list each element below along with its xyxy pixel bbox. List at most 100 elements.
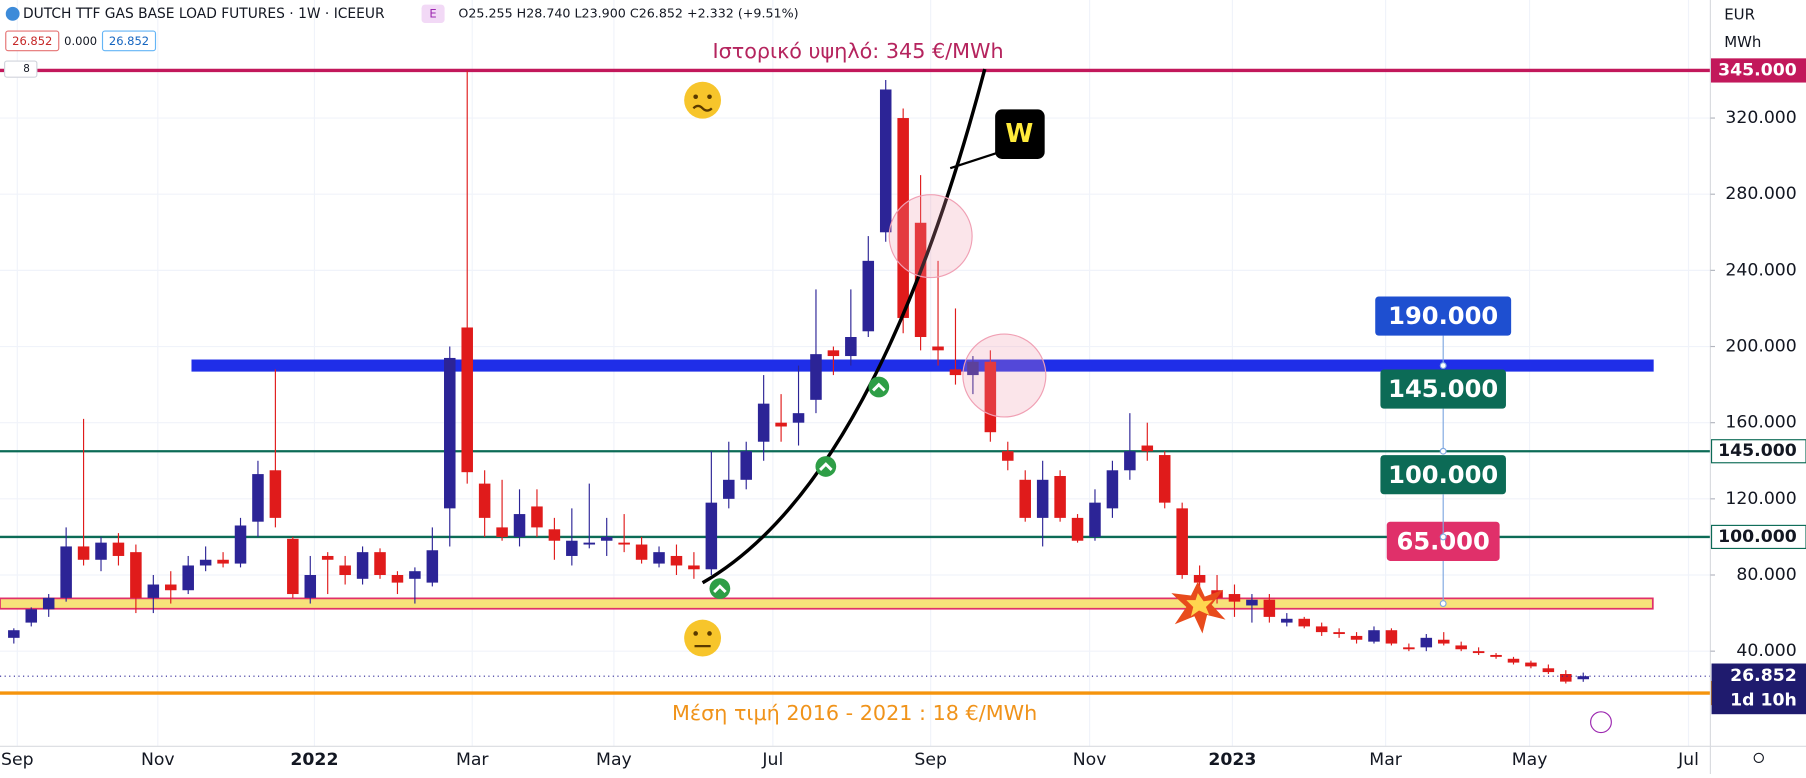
candle-body <box>199 559 212 566</box>
y-tick-label: 280.000 <box>1725 184 1796 204</box>
symbol-title: DUTCH TTF GAS BASE LOAD FUTURES · 1W · I… <box>23 6 385 22</box>
candle-body <box>600 536 613 541</box>
x-tick-label: Sep <box>1 750 34 770</box>
candle-body <box>1420 637 1433 648</box>
candle-body <box>723 479 735 499</box>
arrow-icon <box>868 376 890 398</box>
emoji <box>684 619 722 657</box>
level-label: 345.000 <box>1718 60 1797 80</box>
wave-label: W <box>1005 118 1033 148</box>
candle-body <box>792 413 805 423</box>
candle-body <box>182 565 194 591</box>
candle-body <box>217 559 229 564</box>
candle-body <box>1472 651 1485 654</box>
candle-body <box>879 89 892 233</box>
candle-body <box>1263 599 1276 617</box>
candle-body <box>827 350 840 357</box>
candle-body <box>1089 502 1101 537</box>
candle-body <box>618 542 630 545</box>
unit: EUR <box>1724 5 1755 23</box>
candle-body <box>810 354 822 400</box>
callout-box <box>1380 455 1506 495</box>
x-tick-label: May <box>596 750 632 770</box>
candle-body <box>1333 632 1345 635</box>
candle-body <box>635 544 648 560</box>
arrow-icon <box>709 578 731 599</box>
zone <box>191 359 1654 372</box>
x-tick-label: Mar <box>456 750 489 770</box>
x-tick-label: 2022 <box>290 750 338 770</box>
candle-body <box>1246 599 1258 606</box>
y-tick-label: 40.000 <box>1736 641 1796 661</box>
candle-body <box>147 584 160 598</box>
candle-body <box>1158 455 1171 503</box>
callout-pointer <box>949 150 1001 170</box>
callout-label: 100.000 <box>1388 461 1498 489</box>
replay-icon[interactable] <box>1590 711 1612 734</box>
trend-curve <box>701 68 987 585</box>
candle-body <box>775 422 787 427</box>
candle-body <box>1124 451 1136 471</box>
settings-icon[interactable] <box>1753 752 1764 764</box>
y-tick-label: 160.000 <box>1725 413 1796 433</box>
candle-body <box>531 506 543 528</box>
callout-label: 190.000 <box>1388 302 1498 330</box>
candle-body <box>60 546 72 598</box>
input-box[interactable] <box>5 30 60 52</box>
input-box[interactable] <box>101 30 157 52</box>
input-value: 26.852 <box>12 34 52 48</box>
candle-body <box>77 546 90 560</box>
y-tick-label: 120.000 <box>1725 489 1796 509</box>
callout-box <box>1380 369 1506 409</box>
candle-body <box>95 542 107 560</box>
collapse-button[interactable] <box>4 60 38 78</box>
candle-body <box>1019 479 1031 518</box>
candle-body <box>1385 630 1398 644</box>
candle-body <box>426 550 439 583</box>
candle-body <box>705 502 718 570</box>
badge <box>421 4 445 24</box>
candle-body <box>391 574 404 583</box>
emoji <box>684 81 722 119</box>
callout-box <box>1386 521 1500 561</box>
candle-body <box>42 597 55 610</box>
y-tick-label: 80.000 <box>1736 565 1796 585</box>
candle-body <box>967 361 979 376</box>
candle-body <box>1560 674 1572 682</box>
candle-body <box>583 542 596 545</box>
level-label: 100.000 <box>1718 527 1797 547</box>
candle-body <box>339 565 351 575</box>
candle-body <box>444 357 456 509</box>
level-label: 145.000 <box>1718 441 1797 461</box>
highlight-circle <box>962 333 1047 418</box>
x-tick-label: Sep <box>914 750 947 770</box>
candle-body <box>1507 658 1520 663</box>
candle-body <box>653 552 665 564</box>
candle-body <box>478 483 491 518</box>
symbol-icon <box>5 6 20 21</box>
candle-body <box>25 609 38 623</box>
candle-body <box>409 571 421 579</box>
candle-body <box>1071 517 1084 541</box>
x-tick-label: May <box>1512 750 1548 770</box>
candle-body <box>1437 639 1450 644</box>
candle-body <box>287 538 299 595</box>
candle-body <box>234 525 247 564</box>
candle-body <box>496 527 508 537</box>
input-value: 0.000 <box>64 34 97 48</box>
grid <box>0 0 1711 747</box>
candle-body <box>1141 445 1154 452</box>
highlight-circle <box>888 194 973 279</box>
x-tick-label: Jul <box>1677 750 1699 770</box>
ohlc: O25.255 H28.740 L23.900 C26.852 +2.332 (… <box>458 5 798 20</box>
candle-body <box>1176 508 1188 575</box>
candle-body <box>1054 475 1066 518</box>
candle-body <box>897 118 909 318</box>
high-annotation: Ιστορικό υψηλό: 345 €/MWh <box>713 39 1004 63</box>
unit: MWh <box>1724 33 1761 51</box>
callout-anchor <box>1439 533 1447 541</box>
x-tick-label: Jul <box>761 750 783 770</box>
candle-body <box>1542 668 1555 673</box>
